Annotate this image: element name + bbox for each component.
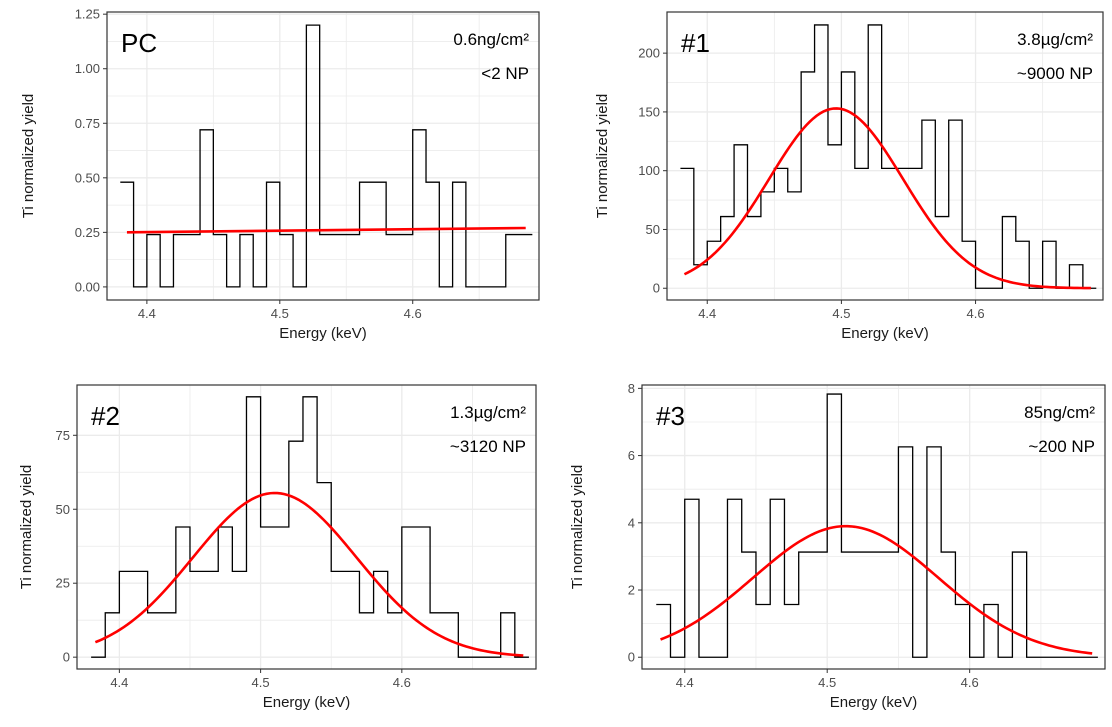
y-tick-label: 50 (646, 222, 660, 237)
panel-border (76, 384, 537, 670)
panel-border (666, 11, 1104, 301)
nanoparticle-count-annotation: <2 NP (481, 64, 529, 83)
y-tick-label: 0 (63, 650, 70, 665)
histogram-step-series (656, 393, 1098, 658)
histogram-step-series (91, 396, 529, 658)
nanoparticle-count-annotation: ~9000 NP (1017, 64, 1093, 83)
y-tick-label: 0.75 (75, 116, 100, 131)
fit-curve (683, 107, 1091, 290)
x-tick-label: 4.6 (393, 675, 411, 690)
y-tick-label: 0.25 (75, 225, 100, 240)
y-tick-label: 1.00 (75, 61, 100, 76)
y-tick-label: 0.50 (75, 170, 100, 185)
y-axis-title: Ti normalized yield (20, 94, 37, 219)
x-tick-label: 4.5 (252, 675, 270, 690)
y-tick-label: 200 (638, 46, 660, 61)
histogram-step-series (680, 24, 1097, 289)
nanoparticle-count-annotation: ~200 NP (1028, 437, 1095, 456)
areal-density-annotation: 1.3µg/cm² (450, 403, 526, 422)
nanoparticle-count-annotation: ~3120 NP (450, 437, 526, 456)
y-tick-label: 6 (628, 448, 635, 463)
y-tick-label: 50 (56, 502, 70, 517)
x-tick-label: 4.4 (138, 306, 156, 321)
y-axis-title: Ti normalized yield (569, 465, 586, 590)
y-axis-title: Ti normalized yield (594, 94, 611, 219)
panel-label: #2 (91, 401, 120, 431)
chart-panel-3: 4.4 4.5 4.6 0 25 50 75 Energy (keV) Ti normalize… (18, 384, 537, 711)
x-tick-label: 4.5 (818, 675, 836, 690)
y-tick-label: 4 (628, 515, 635, 530)
panel-border (106, 11, 540, 301)
panel-border (641, 384, 1106, 670)
fit-curve (126, 226, 526, 234)
areal-density-annotation: 0.6ng/cm² (453, 30, 529, 49)
areal-density-annotation: 3.8µg/cm² (1017, 30, 1093, 49)
areal-density-annotation: 85ng/cm² (1024, 403, 1095, 422)
x-axis-title: Energy (keV) (279, 325, 367, 342)
fit-curve (94, 491, 524, 657)
x-tick-label: 4.4 (676, 675, 694, 690)
y-tick-label: 75 (56, 428, 70, 443)
y-tick-label: 2 (628, 583, 635, 598)
chart-panel-2: 4.4 4.5 4.6 0 50 100 150 200 Energy (keV) Ti norm… (594, 11, 1104, 342)
chart-panel-1: 4.4 4.5 4.6 0.00 0.25 0.50 0.75 1.00 1.25 Energy … (20, 7, 540, 342)
panel-label: #1 (681, 28, 710, 58)
y-tick-label: 0 (628, 650, 635, 665)
x-axis-title: Energy (keV) (830, 694, 918, 711)
x-tick-label: 4.6 (404, 306, 422, 321)
chart-panel-4: 4.4 4.5 4.6 0 2 4 6 8 Energy (keV) Ti normalized … (569, 381, 1106, 711)
histogram-step-series (120, 24, 533, 288)
panel-label: #3 (656, 401, 685, 431)
y-tick-label: 1.25 (75, 7, 100, 22)
y-tick-label: 100 (638, 163, 660, 178)
y-tick-label: 25 (56, 576, 70, 591)
x-tick-label: 4.6 (961, 675, 979, 690)
x-tick-label: 4.6 (967, 306, 985, 321)
x-tick-label: 4.4 (698, 306, 716, 321)
y-tick-label: 150 (638, 104, 660, 119)
panel-label: PC (121, 28, 157, 58)
x-tick-label: 4.5 (832, 306, 850, 321)
y-tick-label: 8 (628, 381, 635, 396)
x-tick-label: 4.4 (110, 675, 128, 690)
y-tick-label: 0.00 (75, 279, 100, 294)
y-tick-label: 0 (653, 281, 660, 296)
fit-curve (660, 524, 1093, 655)
x-axis-title: Energy (keV) (263, 694, 351, 711)
y-axis-title: Ti normalized yield (18, 465, 35, 590)
x-axis-title: Energy (keV) (841, 325, 929, 342)
x-tick-label: 4.5 (271, 306, 289, 321)
